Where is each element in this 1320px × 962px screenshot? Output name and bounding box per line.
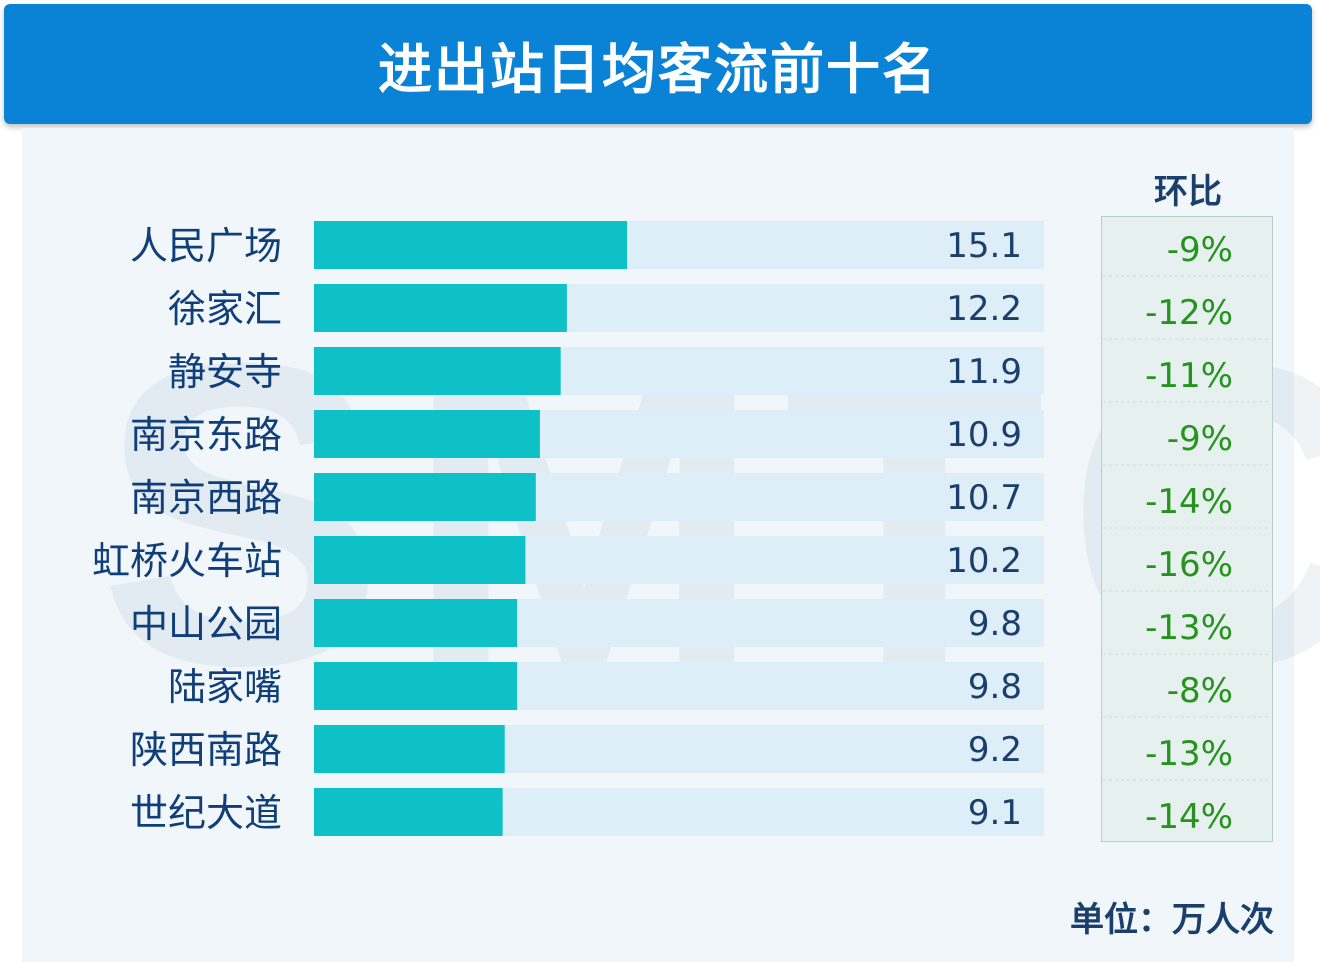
value-label: 9.2 — [968, 730, 1022, 770]
change-label: -16% — [1145, 545, 1233, 585]
value-label: 9.8 — [968, 604, 1022, 644]
chart-rows: 人民广场 15.1 -9% 徐家汇 12.2 -12% 静安寺 11.9 -11% 南京东路 10.… — [92, 221, 1271, 837]
change-label: -13% — [1145, 608, 1233, 648]
category-label: 世纪大道 — [130, 791, 282, 835]
value-label: 12.2 — [946, 289, 1022, 329]
value-label: 9.1 — [968, 793, 1022, 833]
change-label: -11% — [1145, 356, 1233, 396]
change-label: -14% — [1145, 797, 1233, 837]
change-label: -12% — [1145, 293, 1233, 333]
value-label: 11.9 — [946, 352, 1022, 392]
unit-label: 单位：万人次 — [1070, 900, 1274, 940]
bar — [314, 725, 505, 773]
change-column-box — [1101, 216, 1273, 842]
change-column-title: 环比 — [1154, 172, 1222, 212]
bar — [314, 788, 503, 836]
value-label: 10.9 — [946, 415, 1022, 455]
category-label: 徐家汇 — [168, 287, 282, 331]
category-label: 陆家嘴 — [168, 665, 282, 709]
value-label: 9.8 — [968, 667, 1022, 707]
bar — [314, 221, 627, 269]
change-label: -13% — [1145, 734, 1233, 774]
category-label: 南京西路 — [130, 476, 282, 520]
bar — [314, 284, 567, 332]
bar — [314, 410, 540, 458]
title-banner: 进出站日均客流前十名 — [4, 4, 1312, 124]
change-label: -9% — [1167, 230, 1233, 270]
chart-title: 进出站日均客流前十名 — [378, 37, 938, 101]
category-label: 南京东路 — [130, 413, 282, 457]
value-label: 15.1 — [946, 226, 1022, 266]
category-label: 人民广场 — [130, 224, 282, 268]
category-label: 中山公园 — [130, 602, 282, 646]
bar — [314, 536, 526, 584]
bar — [314, 473, 536, 521]
change-label: -14% — [1145, 482, 1233, 522]
bar — [314, 662, 518, 710]
category-label: 陕西南路 — [130, 728, 282, 772]
change-label: -8% — [1167, 671, 1233, 711]
bar — [314, 599, 518, 647]
change-label: -9% — [1167, 419, 1233, 459]
category-label: 静安寺 — [168, 350, 282, 394]
value-label: 10.7 — [946, 478, 1022, 518]
bar — [314, 347, 561, 395]
category-label: 虹桥火车站 — [92, 539, 282, 583]
value-label: 10.2 — [946, 541, 1022, 581]
